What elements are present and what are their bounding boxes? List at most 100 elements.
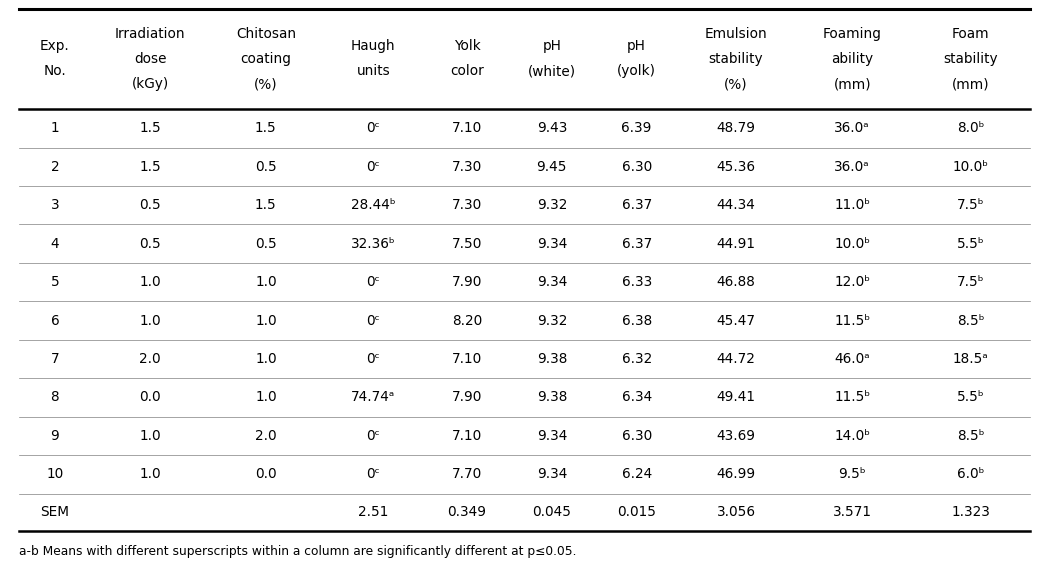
Text: 8.20: 8.20 xyxy=(452,313,483,328)
Text: 7.90: 7.90 xyxy=(452,390,483,405)
Text: 11.5ᵇ: 11.5ᵇ xyxy=(834,390,871,405)
Text: dose: dose xyxy=(134,52,167,66)
Text: 6.32: 6.32 xyxy=(622,352,651,366)
Text: 1.0: 1.0 xyxy=(140,313,162,328)
Text: 8.5ᵇ: 8.5ᵇ xyxy=(957,313,985,328)
Text: 32.36ᵇ: 32.36ᵇ xyxy=(351,236,395,251)
Text: 9.38: 9.38 xyxy=(537,390,568,405)
Text: 0ᶜ: 0ᶜ xyxy=(366,467,381,482)
Text: a-b Means with different superscripts within a column are significantly differen: a-b Means with different superscripts wi… xyxy=(19,545,576,559)
Text: Irradiation: Irradiation xyxy=(115,26,186,41)
Text: 6.37: 6.37 xyxy=(622,198,651,212)
Text: 1.5: 1.5 xyxy=(255,121,277,135)
Text: (kGy): (kGy) xyxy=(131,77,169,91)
Text: (mm): (mm) xyxy=(834,77,871,91)
Text: 10.0ᵇ: 10.0ᵇ xyxy=(834,236,871,251)
Text: 8.0ᵇ: 8.0ᵇ xyxy=(957,121,985,135)
Text: 46.0ᵃ: 46.0ᵃ xyxy=(834,352,870,366)
Text: 1.0: 1.0 xyxy=(255,352,277,366)
Text: 6: 6 xyxy=(50,313,59,328)
Text: 3.571: 3.571 xyxy=(833,505,872,519)
Text: 9.43: 9.43 xyxy=(537,121,568,135)
Text: 0.0: 0.0 xyxy=(140,390,162,405)
Text: 9.32: 9.32 xyxy=(537,313,568,328)
Text: 2.0: 2.0 xyxy=(255,429,277,443)
Text: 43.69: 43.69 xyxy=(716,429,755,443)
Text: 6.38: 6.38 xyxy=(622,313,651,328)
Text: (yolk): (yolk) xyxy=(617,64,657,79)
Text: 8.5ᵇ: 8.5ᵇ xyxy=(957,429,985,443)
Text: 6.30: 6.30 xyxy=(622,160,651,174)
Text: 0.349: 0.349 xyxy=(448,505,487,519)
Text: 7.50: 7.50 xyxy=(452,236,483,251)
Text: 49.41: 49.41 xyxy=(716,390,755,405)
Text: 1.0: 1.0 xyxy=(140,467,162,482)
Text: 6.0ᵇ: 6.0ᵇ xyxy=(957,467,985,482)
Text: 36.0ᵃ: 36.0ᵃ xyxy=(834,160,870,174)
Text: 5: 5 xyxy=(50,275,60,289)
Text: 6.39: 6.39 xyxy=(621,121,651,135)
Text: 46.99: 46.99 xyxy=(716,467,755,482)
Text: 0.5: 0.5 xyxy=(255,160,277,174)
Text: 6.30: 6.30 xyxy=(622,429,651,443)
Text: Foam: Foam xyxy=(952,26,989,41)
Text: 6.33: 6.33 xyxy=(622,275,651,289)
Text: Exp.: Exp. xyxy=(40,39,70,53)
Text: 0ᶜ: 0ᶜ xyxy=(366,121,381,135)
Text: color: color xyxy=(450,64,484,79)
Text: 9.45: 9.45 xyxy=(537,160,568,174)
Text: (white): (white) xyxy=(528,64,576,79)
Text: 7.5ᵇ: 7.5ᵇ xyxy=(957,275,985,289)
Text: 7.30: 7.30 xyxy=(452,160,483,174)
Text: 0ᶜ: 0ᶜ xyxy=(366,160,381,174)
Text: 9.34: 9.34 xyxy=(537,275,568,289)
Text: 0.0: 0.0 xyxy=(255,467,277,482)
Text: 7: 7 xyxy=(50,352,59,366)
Text: 12.0ᵇ: 12.0ᵇ xyxy=(834,275,871,289)
Text: 2: 2 xyxy=(50,160,59,174)
Text: 0.5: 0.5 xyxy=(140,236,162,251)
Text: 0.5: 0.5 xyxy=(255,236,277,251)
Text: 1.0: 1.0 xyxy=(255,313,277,328)
Text: 10: 10 xyxy=(46,467,64,482)
Text: pH: pH xyxy=(627,39,646,53)
Text: 14.0ᵇ: 14.0ᵇ xyxy=(834,429,871,443)
Text: 45.47: 45.47 xyxy=(716,313,755,328)
Text: 44.34: 44.34 xyxy=(716,198,755,212)
Text: 9.34: 9.34 xyxy=(537,467,568,482)
Text: 1.323: 1.323 xyxy=(951,505,990,519)
Text: 9.5ᵇ: 9.5ᵇ xyxy=(838,467,866,482)
Text: 0.015: 0.015 xyxy=(617,505,657,519)
Text: 7.10: 7.10 xyxy=(452,352,483,366)
Text: 4: 4 xyxy=(50,236,59,251)
Text: stability: stability xyxy=(943,52,999,66)
Text: 48.79: 48.79 xyxy=(716,121,755,135)
Text: 0.045: 0.045 xyxy=(532,505,572,519)
Text: 6.34: 6.34 xyxy=(622,390,651,405)
Text: 36.0ᵃ: 36.0ᵃ xyxy=(834,121,870,135)
Text: 46.88: 46.88 xyxy=(716,275,755,289)
Text: 1.5: 1.5 xyxy=(255,198,277,212)
Text: Emulsion: Emulsion xyxy=(705,26,768,41)
Text: pH: pH xyxy=(542,39,561,53)
Text: ability: ability xyxy=(831,52,874,66)
Text: units: units xyxy=(357,64,390,79)
Text: 7.70: 7.70 xyxy=(452,467,483,482)
Text: 2.51: 2.51 xyxy=(358,505,388,519)
Text: coating: coating xyxy=(240,52,292,66)
Text: Haugh: Haugh xyxy=(351,39,395,53)
Text: 9.38: 9.38 xyxy=(537,352,568,366)
Text: (mm): (mm) xyxy=(952,77,989,91)
Text: 7.90: 7.90 xyxy=(452,275,483,289)
Text: 5.5ᵇ: 5.5ᵇ xyxy=(957,390,985,405)
Text: No.: No. xyxy=(44,64,66,79)
Text: 7.30: 7.30 xyxy=(452,198,483,212)
Text: SEM: SEM xyxy=(41,505,69,519)
Text: 7.10: 7.10 xyxy=(452,429,483,443)
Text: 6.37: 6.37 xyxy=(622,236,651,251)
Text: 1.0: 1.0 xyxy=(255,390,277,405)
Text: 11.5ᵇ: 11.5ᵇ xyxy=(834,313,871,328)
Text: 7.5ᵇ: 7.5ᵇ xyxy=(957,198,985,212)
Text: 0ᶜ: 0ᶜ xyxy=(366,429,381,443)
Text: 6.24: 6.24 xyxy=(622,467,651,482)
